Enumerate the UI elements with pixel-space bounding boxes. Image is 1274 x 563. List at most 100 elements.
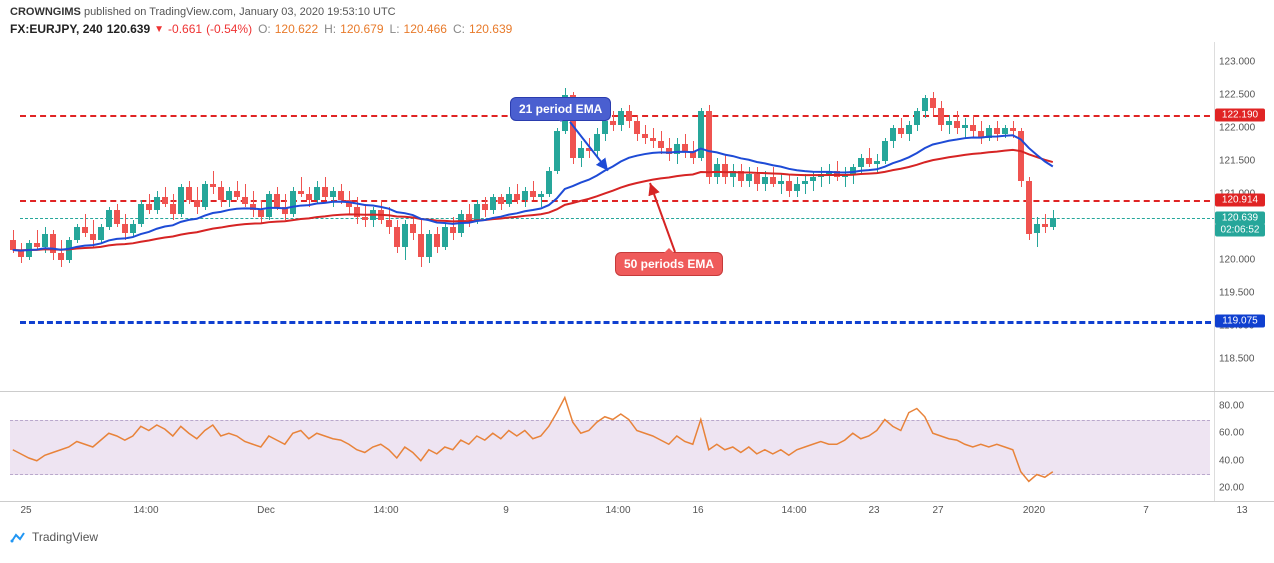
candle-body bbox=[898, 128, 904, 135]
candle-body bbox=[458, 214, 464, 234]
candle-body bbox=[994, 128, 1000, 135]
x-tick-label: 2020 bbox=[1023, 505, 1045, 516]
candle-body bbox=[242, 197, 248, 204]
candle-body bbox=[522, 191, 528, 201]
candle-body bbox=[1010, 128, 1016, 131]
candle-body bbox=[938, 108, 944, 125]
candle-body bbox=[114, 210, 120, 223]
tradingview-logo-icon bbox=[10, 531, 26, 543]
candle-body bbox=[738, 171, 744, 181]
candle-body bbox=[538, 194, 544, 197]
candle-body bbox=[690, 151, 696, 158]
y-tick-label: 123.000 bbox=[1219, 56, 1255, 67]
published-text: published on TradingView.com, bbox=[81, 6, 239, 18]
candle-body bbox=[122, 224, 128, 234]
candle-wick bbox=[213, 171, 214, 194]
candle-body bbox=[106, 210, 112, 227]
candle-body bbox=[722, 164, 728, 177]
chart-container[interactable]: 21 period EMA50 periods EMA 118.500119.0… bbox=[0, 42, 1274, 524]
candle-body bbox=[658, 141, 664, 148]
callout-label: 21 period EMA bbox=[510, 97, 611, 121]
candle-body bbox=[706, 111, 712, 177]
candle-body bbox=[138, 204, 144, 224]
candle-body bbox=[226, 191, 232, 201]
candle-body bbox=[586, 148, 592, 151]
candle-body bbox=[474, 204, 480, 221]
candle-body bbox=[698, 111, 704, 157]
candle-body bbox=[362, 217, 368, 220]
candle-body bbox=[882, 141, 888, 161]
candle-body bbox=[434, 234, 440, 247]
candle-body bbox=[674, 144, 680, 154]
x-tick-label: 14:00 bbox=[605, 505, 630, 516]
candle-body bbox=[914, 111, 920, 124]
rsi-pane[interactable]: 20.0040.0060.0080.00 bbox=[0, 392, 1274, 502]
candle-body bbox=[850, 167, 856, 174]
price-tag: 119.075 bbox=[1215, 315, 1265, 328]
x-tick-label: 14:00 bbox=[781, 505, 806, 516]
candle-body bbox=[610, 121, 616, 124]
ticker-symbol: EURJPY bbox=[29, 22, 76, 36]
candle-body bbox=[394, 227, 400, 247]
candle-body bbox=[514, 194, 520, 201]
rsi-plot-area[interactable] bbox=[10, 392, 1210, 501]
y-tick-label: 121.500 bbox=[1219, 155, 1255, 166]
candle-body bbox=[826, 171, 832, 174]
candle-body bbox=[338, 191, 344, 201]
candle-body bbox=[186, 187, 192, 200]
price-plot-area[interactable]: 21 period EMA50 periods EMA bbox=[10, 42, 1210, 391]
candle-body bbox=[530, 191, 536, 198]
candle-body bbox=[386, 220, 392, 227]
horizontal-line bbox=[20, 218, 1220, 219]
rsi-y-axis: 20.0040.0060.0080.00 bbox=[1214, 392, 1274, 501]
high-value: 120.679 bbox=[340, 22, 383, 36]
candle-body bbox=[282, 207, 288, 214]
candle-wick bbox=[301, 177, 302, 197]
price-change-pct: (-0.54%) bbox=[206, 22, 252, 36]
tradingview-brand: TradingView bbox=[32, 530, 98, 544]
x-tick-label: 7 bbox=[1143, 505, 1149, 516]
candle-body bbox=[506, 194, 512, 204]
exchange-prefix: FX: bbox=[10, 22, 29, 36]
candle-body bbox=[426, 234, 432, 257]
candle-body bbox=[346, 200, 352, 207]
candle-body bbox=[154, 197, 160, 210]
candle-body bbox=[834, 171, 840, 178]
candle-body bbox=[130, 224, 136, 234]
candle-body bbox=[954, 121, 960, 128]
price-pane[interactable]: 21 period EMA50 periods EMA 118.500119.0… bbox=[0, 42, 1274, 392]
candle-body bbox=[818, 174, 824, 177]
x-tick-label: 14:00 bbox=[373, 505, 398, 516]
candle-body bbox=[746, 174, 752, 181]
candle-body bbox=[546, 171, 552, 194]
candle-body bbox=[442, 227, 448, 247]
y-tick-label: 122.500 bbox=[1219, 89, 1255, 100]
candle-body bbox=[170, 204, 176, 214]
candle-body bbox=[298, 191, 304, 194]
candle-body bbox=[370, 210, 376, 220]
price-tag: 122.190 bbox=[1215, 109, 1265, 122]
candle-body bbox=[66, 240, 72, 260]
candle-body bbox=[274, 194, 280, 207]
candle-body bbox=[1042, 224, 1048, 227]
candle-body bbox=[650, 138, 656, 141]
candle-body bbox=[330, 191, 336, 198]
candle-body bbox=[218, 187, 224, 200]
rsi-tick-label: 60.00 bbox=[1219, 428, 1244, 439]
candle-body bbox=[490, 197, 496, 210]
price-tag: 02:06:52 bbox=[1215, 224, 1265, 237]
candle-body bbox=[554, 131, 560, 171]
candle-body bbox=[378, 210, 384, 220]
candle-body bbox=[210, 184, 216, 187]
chart-footer: TradingView bbox=[0, 524, 1274, 550]
candle-body bbox=[258, 210, 264, 217]
candle-body bbox=[866, 158, 872, 165]
candle-body bbox=[1002, 128, 1008, 135]
candle-body bbox=[306, 194, 312, 201]
candle-wick bbox=[821, 167, 822, 187]
candle-body bbox=[194, 200, 200, 207]
close-value: 120.639 bbox=[469, 22, 512, 36]
candle-body bbox=[842, 174, 848, 177]
low-label: L: bbox=[390, 22, 400, 36]
candle-body bbox=[450, 227, 456, 234]
